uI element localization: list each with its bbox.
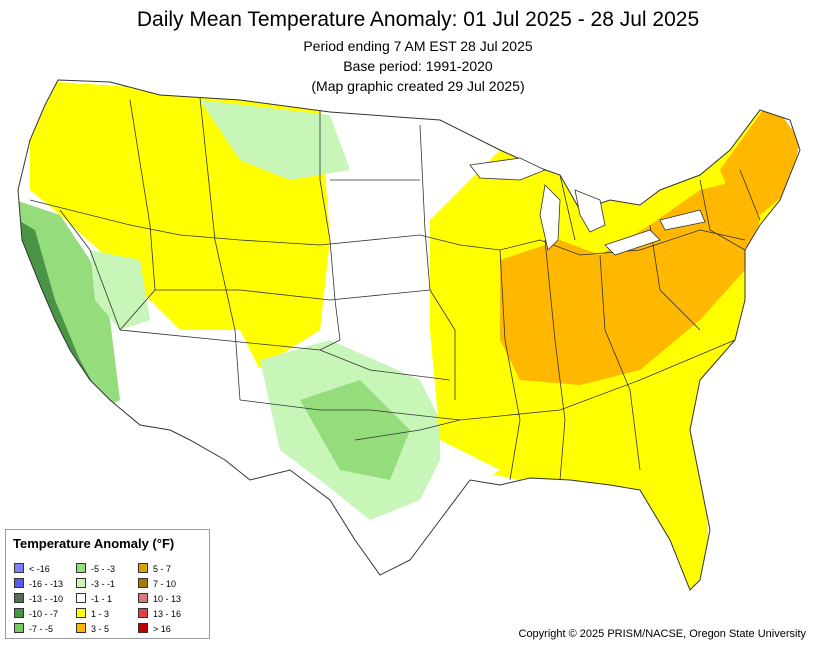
legend-swatch <box>14 563 24 573</box>
state-boundaries <box>29 97 761 481</box>
map-title: Daily Mean Temperature Anomaly: 01 Jul 2… <box>136 8 700 31</box>
legend-label: < -16 <box>29 564 50 574</box>
legend-swatch <box>14 608 24 618</box>
legend-swatch <box>138 563 148 573</box>
legend-item: -7 - -5 <box>14 623 53 635</box>
anomaly-zone-coast-strong-cool <box>18 220 105 410</box>
legend-swatch <box>14 578 24 588</box>
legend-swatch <box>138 608 148 618</box>
legend-label: -10 - -7 <box>29 609 59 619</box>
legend-label: -1 - 1 <box>91 594 113 604</box>
legend-swatch <box>76 623 86 633</box>
legend-item: 13 - 16 <box>138 608 181 620</box>
legend-swatch <box>76 593 86 603</box>
created-subtitle: (Map graphic created 29 Jul 2025) <box>311 78 525 94</box>
legend-item: 1 - 3 <box>76 608 109 620</box>
legend-item: -16 - -13 <box>14 578 63 590</box>
great-lakes <box>469 157 706 256</box>
copyright-notice: Copyright © 2025 PRISM/NACSE, Oregon Sta… <box>518 628 807 640</box>
legend-item: 5 - 7 <box>138 563 171 575</box>
legend-label: -7 - -5 <box>29 624 54 634</box>
legend-item: < -16 <box>14 563 50 575</box>
legend-label: -3 - -1 <box>91 579 116 589</box>
legend-swatch <box>76 578 86 588</box>
legend-swatch <box>138 593 148 603</box>
legend-item: > 16 <box>138 623 171 635</box>
legend-label: -5 - -3 <box>91 564 116 574</box>
legend-swatch <box>138 623 148 633</box>
legend-label: > 16 <box>153 624 171 634</box>
legend-swatch <box>14 623 24 633</box>
legend-swatch <box>14 593 24 603</box>
anomaly-zone-southwest-neutral <box>120 330 270 470</box>
legend-label: 7 - 10 <box>153 579 177 589</box>
legend-item: 3 - 5 <box>76 623 109 635</box>
legend-label: 5 - 7 <box>153 564 172 574</box>
base-period-subtitle: Base period: 1991-2020 <box>343 58 493 74</box>
legend-label: -13 - -10 <box>29 594 64 604</box>
anomaly-zone-newengland-warm <box>720 100 800 215</box>
legend-label: 1 - 3 <box>91 609 110 619</box>
legend-swatch <box>76 608 86 618</box>
legend-item: -5 - -3 <box>76 563 115 575</box>
legend-swatch <box>76 563 86 573</box>
legend-label: 13 - 16 <box>153 609 182 619</box>
legend-item: -10 - -7 <box>14 608 58 620</box>
anomaly-zone-nevada-cool <box>90 250 150 330</box>
anomaly-zone-texas-cool2 <box>300 380 410 480</box>
period-subtitle: Period ending 7 AM EST 28 Jul 2025 <box>303 38 533 54</box>
legend-label: 10 - 13 <box>153 594 182 604</box>
legend-label: -16 - -13 <box>29 579 64 589</box>
anomaly-zone-gulf-neutral <box>440 440 500 490</box>
legend-item: -1 - 1 <box>76 593 112 605</box>
legend-item: 7 - 10 <box>138 578 176 590</box>
legend: Temperature Anomaly (°F) < -16 -16 - -13 -… <box>5 529 210 639</box>
legend-swatch <box>138 578 148 588</box>
legend-label: 3 - 5 <box>91 624 110 634</box>
legend-item: 10 - 13 <box>138 593 181 605</box>
legend-item: -3 - -1 <box>76 578 115 590</box>
legend-item: -13 - -10 <box>14 593 63 605</box>
legend-title: Temperature Anomaly (°F) <box>13 536 175 551</box>
anomaly-zone-north-plains-cool <box>200 100 350 180</box>
